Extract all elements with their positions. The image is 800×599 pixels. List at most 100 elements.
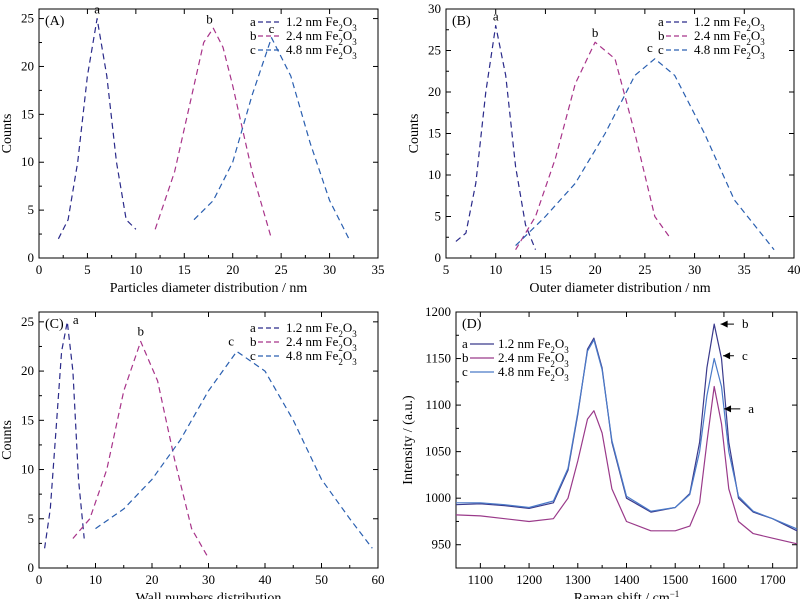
- legend-label-a: 1.2 nm Fe2O3: [286, 320, 357, 339]
- panel-label: (C): [45, 317, 64, 332]
- x-tick-label: 1400: [614, 572, 640, 587]
- x-tick-label: 0: [36, 572, 43, 587]
- curve-label-a: a: [94, 2, 100, 17]
- curve-label-a: a: [73, 312, 79, 327]
- legend-key-c: c: [250, 42, 256, 57]
- x-tick-label: 1100: [468, 572, 494, 587]
- arrowhead: [724, 405, 732, 413]
- legend-label-c: 4.8 nm Fe2O3: [498, 364, 569, 383]
- y-tick-label: 20: [21, 58, 34, 73]
- x-tick-label: 30: [688, 262, 701, 277]
- legend-key-c: c: [250, 348, 256, 363]
- series-line-b: [154, 27, 273, 239]
- x-axis-label: Wall numbers distribution: [136, 591, 282, 599]
- legend-key-a: a: [250, 14, 256, 29]
- legend-key-a: a: [658, 14, 664, 29]
- series-line-c: [193, 37, 350, 240]
- chart-panel-c: 0 10 20 30 40 50 60 0 5 10 15 20 25 Wall numbers dist…: [0, 311, 385, 599]
- panel-label: (D): [462, 317, 482, 332]
- series-line-c: [95, 350, 373, 549]
- x-tick-label: 40: [788, 262, 800, 277]
- annotation-label-b: b: [742, 316, 749, 331]
- legend-key-c: c: [658, 42, 664, 57]
- chart-panel-a: 0 5 10 15 20 25 30 35 0 5 10 15 20 25 Particles diamet…: [0, 2, 385, 296]
- legend-label-c: 4.8 nm Fe2O3: [694, 42, 765, 61]
- x-tick-label: 40: [259, 572, 272, 587]
- x-tick-label: 25: [275, 262, 288, 277]
- x-tick-label: 1300: [565, 572, 591, 587]
- legend-label-b: 2.4 nm Fe2O3: [286, 28, 357, 47]
- x-tick-label: 5: [443, 262, 450, 277]
- legend-key-b: b: [658, 28, 665, 43]
- legend-label-a: 1.2 nm Fe2O3: [498, 336, 569, 355]
- y-axis-label: Counts: [0, 114, 15, 154]
- x-tick-label: 15: [178, 262, 191, 277]
- y-tick-label: 1100: [425, 397, 451, 412]
- series-line-a: [44, 321, 85, 549]
- legend-label-a: 1.2 nm Fe2O3: [694, 14, 765, 33]
- legend-label-c: 4.8 nm Fe2O3: [286, 348, 357, 367]
- x-tick-label: 10: [89, 572, 102, 587]
- x-tick-label: 20: [589, 262, 602, 277]
- y-tick-label: 25: [21, 11, 34, 26]
- y-tick-label: 0: [28, 560, 35, 575]
- series-line-b: [515, 41, 671, 251]
- x-tick-label: 35: [372, 262, 385, 277]
- series-line-a: [455, 323, 798, 532]
- curve-label-b: b: [206, 11, 213, 26]
- x-tick-label: 35: [738, 262, 751, 277]
- curve-label-c: c: [228, 333, 234, 348]
- series-line-c: [515, 58, 775, 251]
- legend-label-b: 2.4 nm Fe2O3: [498, 350, 569, 369]
- panel-label: (B): [452, 14, 471, 29]
- y-tick-label: 1200: [425, 304, 451, 319]
- x-tick-label: 5: [84, 262, 91, 277]
- panel-label: (A): [45, 14, 65, 29]
- y-axis-label: Counts: [407, 114, 422, 154]
- y-tick-label: 0: [435, 250, 442, 265]
- curve-label-b: b: [592, 25, 599, 40]
- y-tick-label: 10: [428, 167, 441, 182]
- legend-key-b: b: [250, 28, 257, 43]
- legend-key-a: a: [462, 336, 468, 351]
- series-line-b: [455, 385, 798, 545]
- legend-label-a: 1.2 nm Fe2O3: [286, 14, 357, 33]
- y-tick-label: 1000: [425, 490, 451, 505]
- series-line-a: [455, 25, 537, 250]
- curve-label-c: c: [647, 40, 653, 55]
- y-axis-label: Counts: [0, 420, 15, 460]
- x-tick-label: 1700: [760, 572, 786, 587]
- y-tick-label: 10: [21, 462, 34, 477]
- curve-label-a: a: [493, 8, 499, 23]
- y-tick-label: 15: [21, 412, 34, 427]
- annotation-label-a: a: [748, 401, 754, 416]
- curve-label-b: b: [137, 324, 144, 339]
- y-tick-label: 1050: [425, 444, 451, 459]
- y-tick-label: 950: [432, 537, 452, 552]
- legend-key-b: b: [250, 334, 257, 349]
- x-tick-label: 0: [36, 262, 43, 277]
- x-tick-label: 10: [489, 262, 502, 277]
- x-tick-label: 50: [315, 572, 328, 587]
- y-tick-label: 5: [435, 209, 442, 224]
- y-tick-label: 15: [428, 126, 441, 141]
- legend-label-b: 2.4 nm Fe2O3: [694, 28, 765, 47]
- legend-label-c: 4.8 nm Fe2O3: [286, 42, 357, 61]
- x-tick-label: 60: [372, 572, 385, 587]
- x-tick-label: 20: [146, 572, 159, 587]
- x-tick-label: 15: [539, 262, 552, 277]
- legend-key-c: c: [462, 364, 468, 379]
- legend-label-b: 2.4 nm Fe2O3: [286, 334, 357, 353]
- x-tick-label: 10: [129, 262, 142, 277]
- x-axis-label: Raman shift / cm−1: [574, 589, 680, 599]
- arrowhead: [723, 352, 731, 360]
- annotation-label-c: c: [742, 348, 748, 363]
- chart-panel-d: 1100 1200 1300 1400 1500 1600 1700 950 1000 1050 1…: [401, 304, 798, 599]
- y-tick-label: 0: [28, 250, 35, 265]
- x-tick-label: 30: [202, 572, 215, 587]
- x-axis-label: Outer diameter distribution / nm: [529, 281, 710, 296]
- arrowhead: [720, 320, 728, 328]
- y-tick-label: 30: [428, 1, 441, 16]
